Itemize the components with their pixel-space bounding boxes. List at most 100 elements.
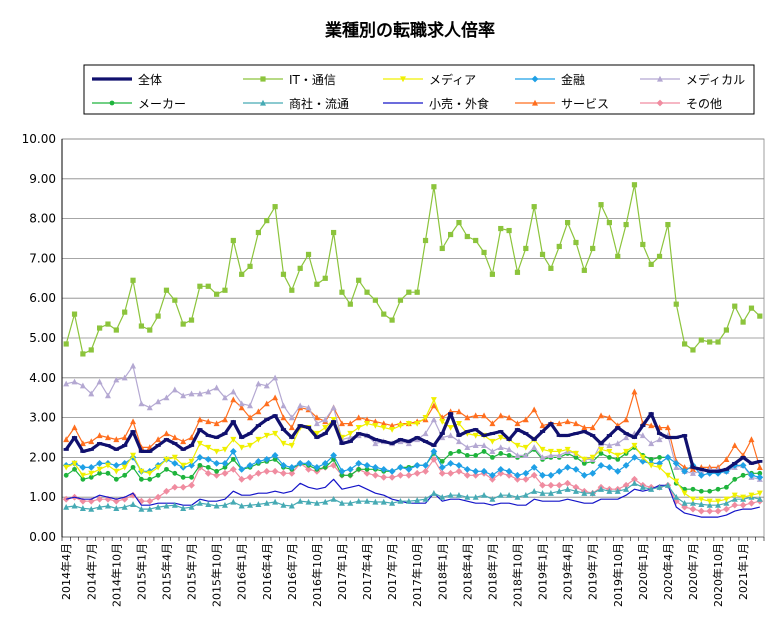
data-point [455,492,462,498]
data-point [422,495,429,502]
data-point [389,426,396,433]
data-point [63,464,70,471]
data-point [472,494,479,500]
data-point [87,463,95,471]
data-point [530,463,538,471]
data-point [723,484,729,490]
legend-label: IT・通信 [289,73,336,87]
data-point [573,455,579,460]
data-point [590,434,596,437]
series-商社-流通 [63,480,763,512]
data-point [706,507,714,515]
data-point [631,442,638,449]
data-point [506,438,512,441]
data-point [188,390,195,397]
legend-label: 小売・外食 [429,96,489,111]
data-point [514,269,521,275]
data-point [673,301,679,307]
data-point [430,455,438,463]
data-point [622,461,630,469]
y-tick-label: 2.00 [29,450,56,464]
legend-label: サービス [561,97,609,111]
data-point [689,505,697,513]
data-point [530,471,538,479]
data-point [489,448,496,455]
data-point [681,490,688,497]
y-tick-label: 6.00 [29,291,56,305]
data-point [239,436,245,439]
data-point [264,418,270,421]
data-point [656,253,663,260]
data-point [239,271,245,277]
data-point [581,460,587,466]
data-point [757,459,763,463]
data-point [689,499,696,506]
data-point [171,434,178,441]
x-tick-label: 2018年7月 [485,543,499,600]
series-line [65,446,760,492]
data-point [271,452,279,459]
data-point [272,204,278,210]
data-point [706,498,713,505]
data-point [230,237,236,244]
data-point [264,217,270,224]
data-point [472,442,479,449]
data-point [648,486,655,492]
data-point [280,469,287,477]
y-axis: 0.00 1.00 2.00 3.00 4.00 5.00 6.00 7.00 8.00 9.00… [22,132,63,544]
data-point [397,463,404,471]
data-point [331,420,337,423]
data-point [605,463,613,471]
data-point [572,450,579,457]
data-point [338,499,345,506]
data-point [455,420,462,427]
data-point [280,402,287,409]
data-point [372,438,378,441]
data-point [163,287,170,293]
data-point [606,488,613,494]
data-point [673,464,680,470]
data-point [565,434,571,437]
data-point [481,492,488,498]
data-point [614,467,622,475]
data-point [623,448,630,455]
data-point [96,459,104,467]
data-point [439,434,446,441]
data-point [547,490,554,496]
data-point [180,462,187,469]
data-point [413,469,421,477]
data-point [615,253,621,260]
data-point [288,469,296,477]
data-point [648,440,655,447]
legend-item-メディア: メディア [383,72,476,87]
data-point [405,497,412,504]
data-point [196,416,203,423]
x-tick-label: 2017年4月 [360,543,374,600]
data-point [230,420,236,423]
data-point [573,432,579,435]
data-point [138,468,145,475]
data-point [113,327,119,333]
data-point [464,453,470,458]
data-point [473,237,479,244]
data-point [331,229,337,236]
data-point [405,440,412,447]
data-point [664,482,671,488]
data-point [572,483,580,491]
data-point [155,472,161,478]
data-point [480,467,488,475]
data-point [748,436,755,443]
data-point [63,380,70,387]
data-point [213,448,220,455]
x-tick-label: 2019年1月 [536,543,550,600]
x-tick-label: 2020年7月 [686,543,700,600]
data-point [197,428,203,431]
data-point [122,309,128,315]
data-point [564,446,571,453]
data-point [180,392,187,399]
data-point [689,496,696,503]
data-point [597,461,605,469]
data-point [631,388,638,395]
data-point [498,225,504,232]
data-point [96,503,103,510]
